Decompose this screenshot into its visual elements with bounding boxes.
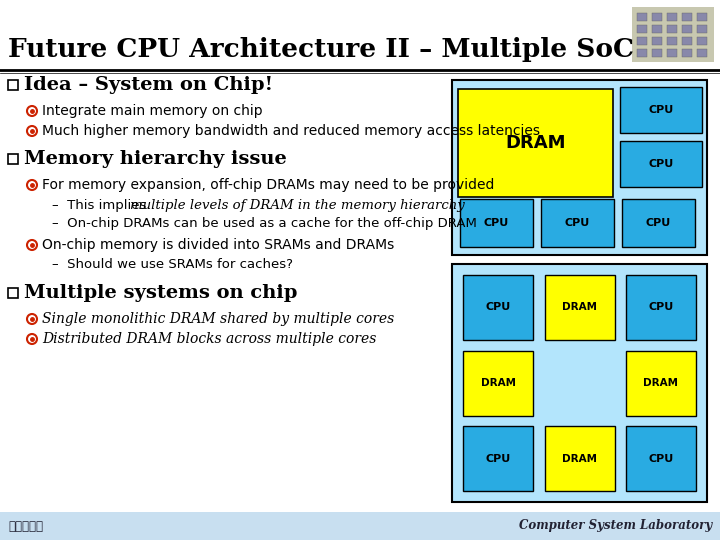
Bar <box>463 275 534 340</box>
Text: DRAM: DRAM <box>562 302 597 312</box>
Bar <box>682 49 692 57</box>
Text: Idea – System on Chip!: Idea – System on Chip! <box>24 76 273 94</box>
Bar <box>8 288 18 298</box>
Bar <box>452 264 707 502</box>
Bar <box>463 426 534 491</box>
Text: CPU: CPU <box>648 454 673 464</box>
Text: multiple levels of DRAM in the memory hierarchy: multiple levels of DRAM in the memory hi… <box>130 199 464 212</box>
Text: Integrate main memory on chip: Integrate main memory on chip <box>42 104 263 118</box>
Bar <box>620 141 702 187</box>
Bar <box>652 25 662 33</box>
Bar <box>697 37 707 45</box>
Bar <box>652 49 662 57</box>
Bar <box>652 13 662 21</box>
Bar <box>682 37 692 45</box>
Bar <box>458 89 613 197</box>
Bar <box>632 7 714 62</box>
Text: Multiple systems on chip: Multiple systems on chip <box>24 284 297 302</box>
Text: Single monolithic DRAM shared by multiple cores: Single monolithic DRAM shared by multipl… <box>42 312 395 326</box>
Text: –  On-chip DRAMs can be used as a cache for the off-chip DRAM: – On-chip DRAMs can be used as a cache f… <box>52 217 477 230</box>
Bar <box>637 25 647 33</box>
Bar <box>460 199 533 247</box>
Bar <box>626 426 696 491</box>
Bar <box>637 49 647 57</box>
Bar <box>667 25 677 33</box>
Bar <box>463 350 534 415</box>
Text: DRAM: DRAM <box>562 454 597 464</box>
Text: On-chip memory is divided into SRAMs and DRAMs: On-chip memory is divided into SRAMs and… <box>42 238 395 252</box>
Text: 高麗大學校: 高麗大學校 <box>8 519 43 532</box>
Bar <box>667 37 677 45</box>
Text: Distributed DRAM blocks across multiple cores: Distributed DRAM blocks across multiple … <box>42 332 377 346</box>
Bar <box>697 25 707 33</box>
Bar <box>682 13 692 21</box>
Bar <box>544 275 614 340</box>
Text: Much higher memory bandwidth and reduced memory access latencies: Much higher memory bandwidth and reduced… <box>42 124 540 138</box>
Bar <box>622 199 695 247</box>
Bar <box>697 13 707 21</box>
Bar <box>637 13 647 21</box>
Text: –  Should we use SRAMs for caches?: – Should we use SRAMs for caches? <box>52 259 293 272</box>
Text: CPU: CPU <box>485 454 511 464</box>
Bar <box>8 80 18 90</box>
Bar <box>626 275 696 340</box>
Text: Future CPU Architecture II – Multiple SoC: Future CPU Architecture II – Multiple So… <box>8 37 634 63</box>
Text: CPU: CPU <box>649 159 674 169</box>
Text: DRAM: DRAM <box>643 378 678 388</box>
Text: –  This implies: – This implies <box>52 199 150 212</box>
Bar <box>544 426 614 491</box>
Text: DRAM: DRAM <box>481 378 516 388</box>
Text: CPU: CPU <box>646 218 671 228</box>
Bar <box>541 199 614 247</box>
Bar <box>8 154 18 164</box>
Text: CPU: CPU <box>484 218 509 228</box>
Bar <box>682 25 692 33</box>
Text: CPU: CPU <box>565 218 590 228</box>
Text: DRAM: DRAM <box>505 134 566 152</box>
Bar <box>620 87 702 133</box>
Text: For memory expansion, off-chip DRAMs may need to be provided: For memory expansion, off-chip DRAMs may… <box>42 178 495 192</box>
Bar <box>697 49 707 57</box>
Bar <box>667 49 677 57</box>
Text: Memory hierarchy issue: Memory hierarchy issue <box>24 150 287 168</box>
Bar <box>626 350 696 415</box>
Bar <box>637 37 647 45</box>
Text: CPU: CPU <box>485 302 511 312</box>
Text: CPU: CPU <box>649 105 674 115</box>
Text: Computer System Laboratory: Computer System Laboratory <box>518 519 712 532</box>
Bar <box>652 37 662 45</box>
Bar <box>667 13 677 21</box>
Bar <box>0 512 720 540</box>
Text: CPU: CPU <box>648 302 673 312</box>
Bar <box>452 80 707 255</box>
